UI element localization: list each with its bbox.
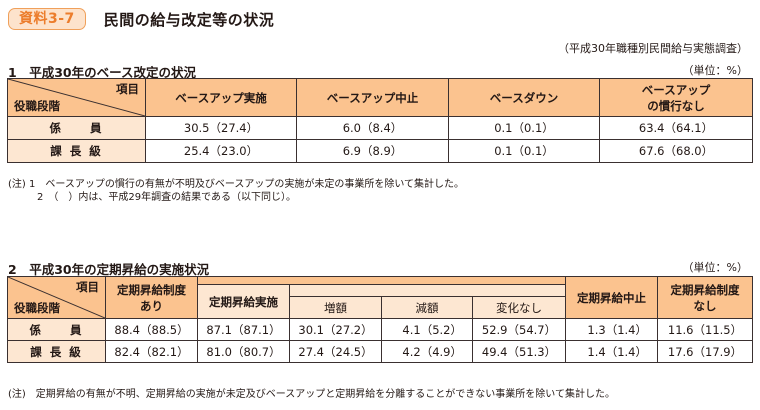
diagonal-line-icon [8,277,105,318]
diagonal-line-icon [8,79,145,116]
table1-corner-header: 項目 役職段階 [7,78,146,117]
section1-unit: （単位：%） [682,64,748,77]
cell: 25.4（23.0） [145,139,297,163]
corner-item-label: 項目 [76,280,99,294]
note-2: 2 （ ）内は、平成29年調査の結果である（以下同じ）。 [37,192,296,203]
table-row: 係 員 88.4（88.5） 87.1（87.1） 30.1（27.2） 4.1… [7,318,753,341]
cell: 63.4（64.1） [599,116,753,140]
cell: 0.1（0.1） [448,116,600,140]
cell: 52.9（54.7） [472,318,566,341]
col-header-baseup-suspended: ベースアップ中止 [296,78,449,117]
cell: 87.1（87.1） [197,318,290,341]
note-1: (注) 1 ベースアップの慣行の有無が不明及びベースアップの実施が未定の事業所を… [8,179,465,190]
base-revision-table: 項目 役職段階 ベースアップ実施 ベースアップ中止 ベースダウン ベースアップ … [7,78,753,163]
cell: 30.1（27.2） [289,318,382,341]
col-header-basedown: ベースダウン [448,78,600,117]
cell: 88.4（88.5） [105,318,198,341]
table-row: 課 長 級 82.4（82.1） 81.0（80.7） 27.4（24.5） 4… [7,340,753,363]
col-header-system-no: 定期昇給制度 なし [657,276,753,319]
col-header-no-change: 変化なし [472,296,566,319]
section1-notes: (注) 1 ベースアップの慣行の有無が不明及びベースアップの実施が未定の事業所を… [8,178,464,204]
section2-note: (注) 定期昇給の有無が不明、定期昇給の実施が未定及びベースアップと定期昇給を分… [8,389,616,400]
row-header-section-chief: 課 長 級 [7,139,146,163]
cell: 49.4（51.3） [472,340,566,363]
row-header-staff: 係 員 [7,116,146,140]
col-header-no-baseup-practice: ベースアップ の慣行なし [599,78,753,117]
row-header-staff: 係 員 [7,318,106,341]
corner-item-label: 項目 [116,82,139,96]
section2-unit: （単位：%） [682,261,748,274]
cell: 30.5（27.4） [145,116,297,140]
regular-raise-table: 項目 役職段階 定期昇給制度 あり 定期昇給中止 定期昇給制度 なし 定期昇給実… [7,276,753,363]
cell: 4.1（5.2） [381,318,473,341]
corner-level-label: 役職段階 [14,99,60,113]
document-badge: 資料3-7 [8,8,86,30]
cell: 17.6（17.9） [657,340,753,363]
cell: 1.3（1.4） [565,318,658,341]
cell: 67.6（68.0） [599,139,753,163]
page-title: 民間の給与改定等の状況 [103,10,275,29]
col-header-system-yes: 定期昇給制度 あり [105,276,198,319]
table2-corner-header: 項目 役職段階 [7,276,106,319]
section1-title: 1 平成30年のベース改定の状況 [8,65,196,80]
cell: 27.4（24.5） [289,340,382,363]
row-header-section-chief: 課 長 級 [7,340,106,363]
header-band-implemented [289,284,566,297]
section2-title: 2 平成30年の定期昇給の実施状況 [8,262,210,277]
col-header-baseup-implemented: ベースアップ実施 [145,78,297,117]
col-header-implemented: 定期昇給実施 [197,284,290,319]
col-header-suspended: 定期昇給中止 [565,276,658,319]
col-header-decrease: 減額 [381,296,473,319]
source-citation: （平成30年職種別民間給与実態調査） [558,42,748,55]
cell: 0.1（0.1） [448,139,600,163]
col-header-increase: 増額 [289,296,382,319]
cell: 11.6（11.5） [657,318,753,341]
corner-level-label: 役職段階 [14,301,60,315]
table-row: 課 長 級 25.4（23.0） 6.9（8.9） 0.1（0.1） 67.6（… [7,139,753,163]
cell: 1.4（1.4） [565,340,658,363]
cell: 82.4（82.1） [105,340,198,363]
cell: 6.0（8.4） [296,116,449,140]
cell: 4.2（4.9） [381,340,473,363]
table-row: 係 員 30.5（27.4） 6.0（8.4） 0.1（0.1） 63.4（64… [7,116,753,140]
cell: 6.9（8.9） [296,139,449,163]
title-row: 資料3-7 民間の給与改定等の状況 [8,7,274,31]
cell: 81.0（80.7） [197,340,290,363]
header-band-system-yes [197,276,566,285]
